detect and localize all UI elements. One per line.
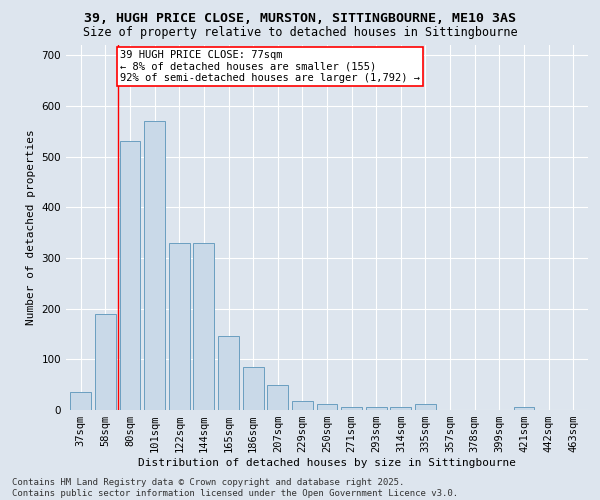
Text: 39, HUGH PRICE CLOSE, MURSTON, SITTINGBOURNE, ME10 3AS: 39, HUGH PRICE CLOSE, MURSTON, SITTINGBO… xyxy=(84,12,516,26)
Bar xyxy=(144,121,165,410)
Bar xyxy=(341,408,362,410)
Bar xyxy=(218,336,239,410)
Bar xyxy=(292,401,313,410)
Text: Size of property relative to detached houses in Sittingbourne: Size of property relative to detached ho… xyxy=(83,26,517,39)
Text: 39 HUGH PRICE CLOSE: 77sqm
← 8% of detached houses are smaller (155)
92% of semi: 39 HUGH PRICE CLOSE: 77sqm ← 8% of detac… xyxy=(120,50,420,84)
Bar xyxy=(366,408,387,410)
Bar xyxy=(514,408,535,410)
X-axis label: Distribution of detached houses by size in Sittingbourne: Distribution of detached houses by size … xyxy=(138,458,516,468)
Bar xyxy=(267,384,288,410)
Bar xyxy=(119,142,140,410)
Bar xyxy=(95,314,116,410)
Bar xyxy=(70,392,91,410)
Bar xyxy=(415,404,436,410)
Y-axis label: Number of detached properties: Number of detached properties xyxy=(26,130,36,326)
Text: Contains HM Land Registry data © Crown copyright and database right 2025.
Contai: Contains HM Land Registry data © Crown c… xyxy=(12,478,458,498)
Bar xyxy=(317,404,337,410)
Bar xyxy=(242,367,263,410)
Bar xyxy=(391,408,412,410)
Bar xyxy=(193,242,214,410)
Bar xyxy=(169,242,190,410)
